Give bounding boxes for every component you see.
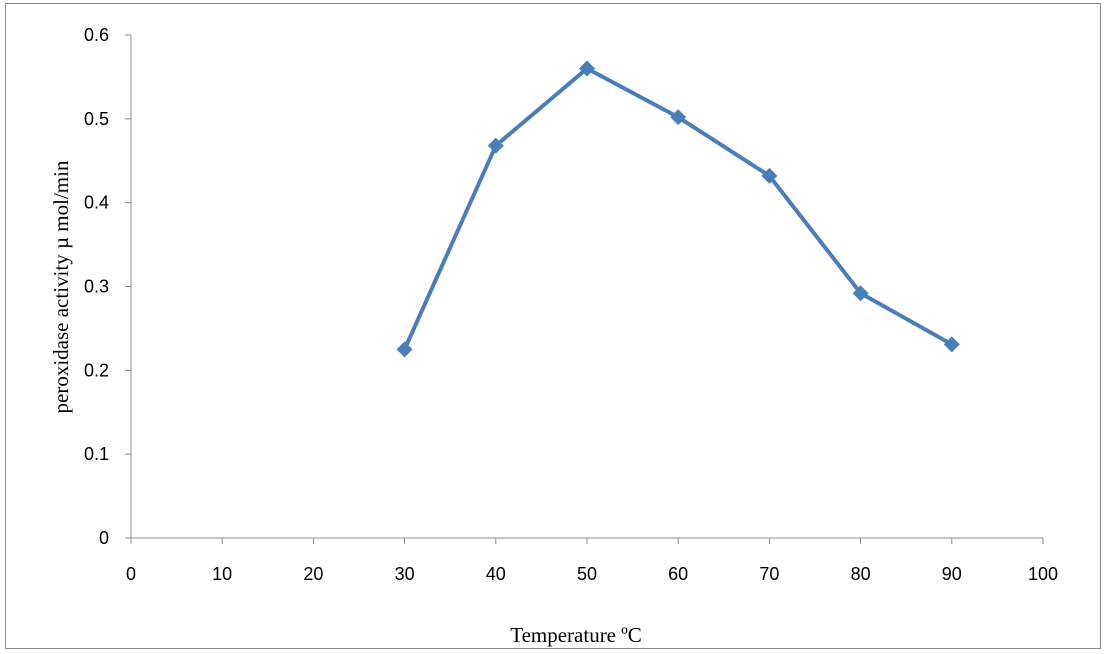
x-tick-label: 70: [759, 564, 779, 584]
x-tick-label: 60: [668, 564, 688, 584]
x-tick-label: 80: [851, 564, 871, 584]
x-tick-label: 30: [395, 564, 415, 584]
y-axis-ticks: 0 0.1 0.2 0.3 0.4 0.5 0.6: [84, 25, 131, 548]
x-tick-label: 90: [942, 564, 962, 584]
data-point-marker: [852, 285, 869, 302]
x-tick-label: 20: [303, 564, 323, 584]
data-point-marker: [579, 60, 595, 77]
y-axis-title: peroxidase activity µ mol/min: [49, 160, 73, 413]
x-tick-label: 40: [486, 564, 506, 584]
x-axis-ticks: 0 10 20 30 40 50 60 70 80 90 100: [126, 538, 1058, 584]
data-point-marker: [670, 109, 687, 126]
y-tick-label: 0.6: [84, 25, 109, 45]
y-tick-label: 0: [99, 528, 109, 548]
y-tick-label: 0.4: [84, 193, 109, 213]
y-tick-label: 0.1: [84, 444, 109, 464]
x-tick-label: 10: [212, 564, 232, 584]
data-point-marker: [487, 137, 504, 154]
x-tick-label: 50: [577, 564, 597, 584]
x-tick-label: 100: [1028, 564, 1058, 584]
y-tick-label: 0.2: [84, 360, 109, 380]
series-group: [396, 60, 960, 358]
data-point-marker: [396, 341, 413, 358]
data-point-marker: [943, 336, 960, 353]
y-tick-label: 0.5: [84, 109, 109, 129]
x-axis-title: Temperature ºC: [510, 623, 642, 647]
x-tick-label: 0: [126, 564, 136, 584]
y-tick-label: 0.3: [84, 277, 109, 297]
data-point-marker: [761, 167, 778, 184]
